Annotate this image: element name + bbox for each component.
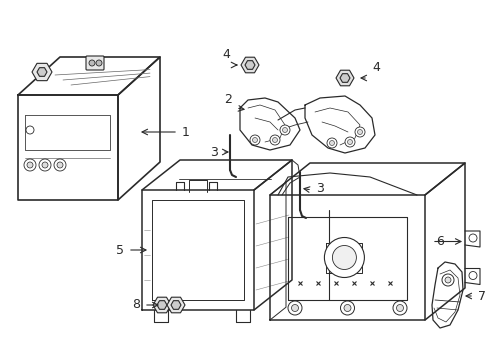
Circle shape bbox=[332, 246, 356, 270]
Text: 5: 5 bbox=[116, 243, 124, 256]
Circle shape bbox=[249, 135, 260, 145]
Text: 8: 8 bbox=[132, 298, 140, 311]
Circle shape bbox=[252, 138, 257, 143]
Polygon shape bbox=[335, 70, 353, 86]
Circle shape bbox=[392, 301, 406, 315]
Circle shape bbox=[326, 138, 336, 148]
Circle shape bbox=[269, 135, 280, 145]
Polygon shape bbox=[171, 301, 181, 309]
Circle shape bbox=[27, 162, 33, 168]
Text: 4: 4 bbox=[222, 48, 229, 61]
Circle shape bbox=[354, 127, 364, 137]
Polygon shape bbox=[339, 74, 349, 82]
Circle shape bbox=[324, 238, 364, 278]
Circle shape bbox=[272, 138, 277, 143]
Circle shape bbox=[347, 139, 352, 144]
Polygon shape bbox=[241, 57, 259, 73]
Text: 7: 7 bbox=[477, 289, 485, 302]
Circle shape bbox=[287, 301, 302, 315]
Polygon shape bbox=[32, 63, 52, 81]
Circle shape bbox=[340, 301, 354, 315]
Polygon shape bbox=[244, 61, 254, 69]
Circle shape bbox=[291, 305, 298, 311]
Text: 1: 1 bbox=[182, 126, 189, 139]
Circle shape bbox=[57, 162, 63, 168]
FancyBboxPatch shape bbox=[86, 56, 104, 70]
Circle shape bbox=[24, 159, 36, 171]
Circle shape bbox=[26, 126, 34, 134]
Circle shape bbox=[441, 274, 453, 286]
Circle shape bbox=[39, 159, 51, 171]
Circle shape bbox=[329, 140, 334, 145]
Circle shape bbox=[96, 60, 102, 66]
Circle shape bbox=[280, 125, 289, 135]
Circle shape bbox=[345, 137, 354, 147]
Circle shape bbox=[42, 162, 48, 168]
Circle shape bbox=[357, 130, 362, 135]
Text: 2: 2 bbox=[224, 93, 231, 106]
Text: 4: 4 bbox=[371, 61, 379, 74]
Polygon shape bbox=[167, 297, 184, 313]
Circle shape bbox=[468, 271, 476, 279]
Circle shape bbox=[89, 60, 95, 66]
Text: 3: 3 bbox=[315, 181, 323, 194]
Text: 3: 3 bbox=[210, 145, 218, 158]
Circle shape bbox=[396, 305, 403, 311]
Circle shape bbox=[343, 305, 350, 311]
Circle shape bbox=[468, 234, 476, 242]
Circle shape bbox=[444, 277, 450, 283]
Circle shape bbox=[282, 127, 287, 132]
Circle shape bbox=[54, 159, 66, 171]
Text: 6: 6 bbox=[435, 235, 443, 248]
Polygon shape bbox=[153, 297, 171, 313]
Polygon shape bbox=[37, 68, 47, 76]
Polygon shape bbox=[157, 301, 167, 309]
